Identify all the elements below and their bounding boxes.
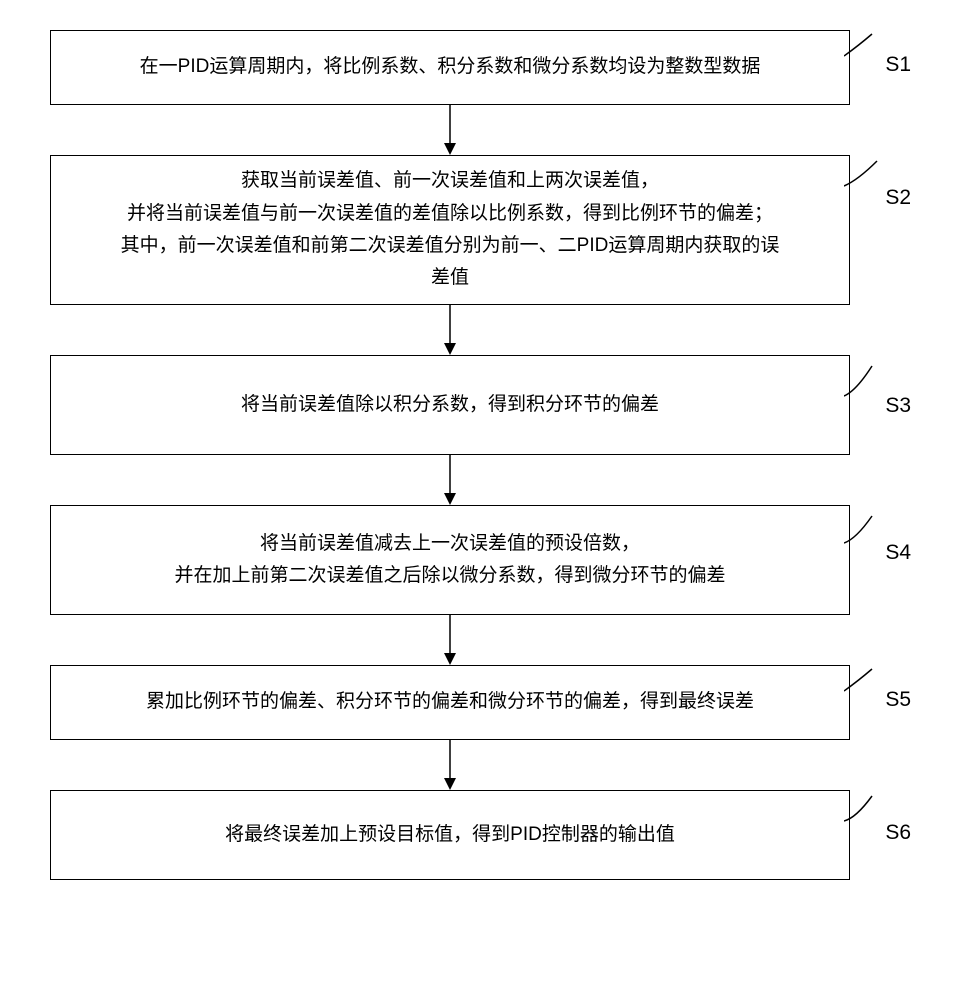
step-s6-label: S6 <box>885 821 911 845</box>
step-s3-text: 将当前误差值除以积分系数，得到积分环节的偏差 <box>241 389 659 421</box>
arrow-5 <box>50 740 850 790</box>
step-s2-label: S2 <box>885 186 911 210</box>
connector-s1 <box>844 29 884 69</box>
connector-s2 <box>844 156 889 196</box>
step-s3-label: S3 <box>885 394 911 418</box>
connector-s5 <box>844 664 884 704</box>
connector-s6 <box>844 791 884 831</box>
step-s6-text: 将最终误差加上预设目标值，得到PID控制器的输出值 <box>225 819 675 851</box>
connector-s4 <box>844 511 884 553</box>
step-s5-text: 累加比例环节的偏差、积分环节的偏差和微分环节的偏差，得到最终误差 <box>146 686 754 718</box>
step-s1: 在一PID运算周期内，将比例系数、积分系数和微分系数均设为整数型数据 S1 <box>50 30 850 105</box>
step-s2: 获取当前误差值、前一次误差值和上两次误差值， 并将当前误差值与前一次误差值的差值… <box>50 155 850 305</box>
step-s3: 将当前误差值除以积分系数，得到积分环节的偏差 S3 <box>50 355 850 455</box>
arrow-3 <box>50 455 850 505</box>
arrow-1 <box>50 105 850 155</box>
step-s4-text: 将当前误差值减去上一次误差值的预设倍数， 并在加上前第二次误差值之后除以微分系数… <box>174 528 725 593</box>
arrow-4 <box>50 615 850 665</box>
connector-s3 <box>844 361 884 406</box>
step-s4-label: S4 <box>885 541 911 565</box>
step-s5: 累加比例环节的偏差、积分环节的偏差和微分环节的偏差，得到最终误差 S5 <box>50 665 850 740</box>
step-s6: 将最终误差加上预设目标值，得到PID控制器的输出值 S6 <box>50 790 850 880</box>
step-s1-label: S1 <box>885 53 911 77</box>
step-s2-text: 获取当前误差值、前一次误差值和上两次误差值， 并将当前误差值与前一次误差值的差值… <box>121 165 780 294</box>
pid-flowchart: 在一PID运算周期内，将比例系数、积分系数和微分系数均设为整数型数据 S1 获取… <box>50 30 920 880</box>
arrow-2 <box>50 305 850 355</box>
step-s4: 将当前误差值减去上一次误差值的预设倍数， 并在加上前第二次误差值之后除以微分系数… <box>50 505 850 615</box>
step-s1-text: 在一PID运算周期内，将比例系数、积分系数和微分系数均设为整数型数据 <box>140 51 761 83</box>
step-s5-label: S5 <box>885 688 911 712</box>
